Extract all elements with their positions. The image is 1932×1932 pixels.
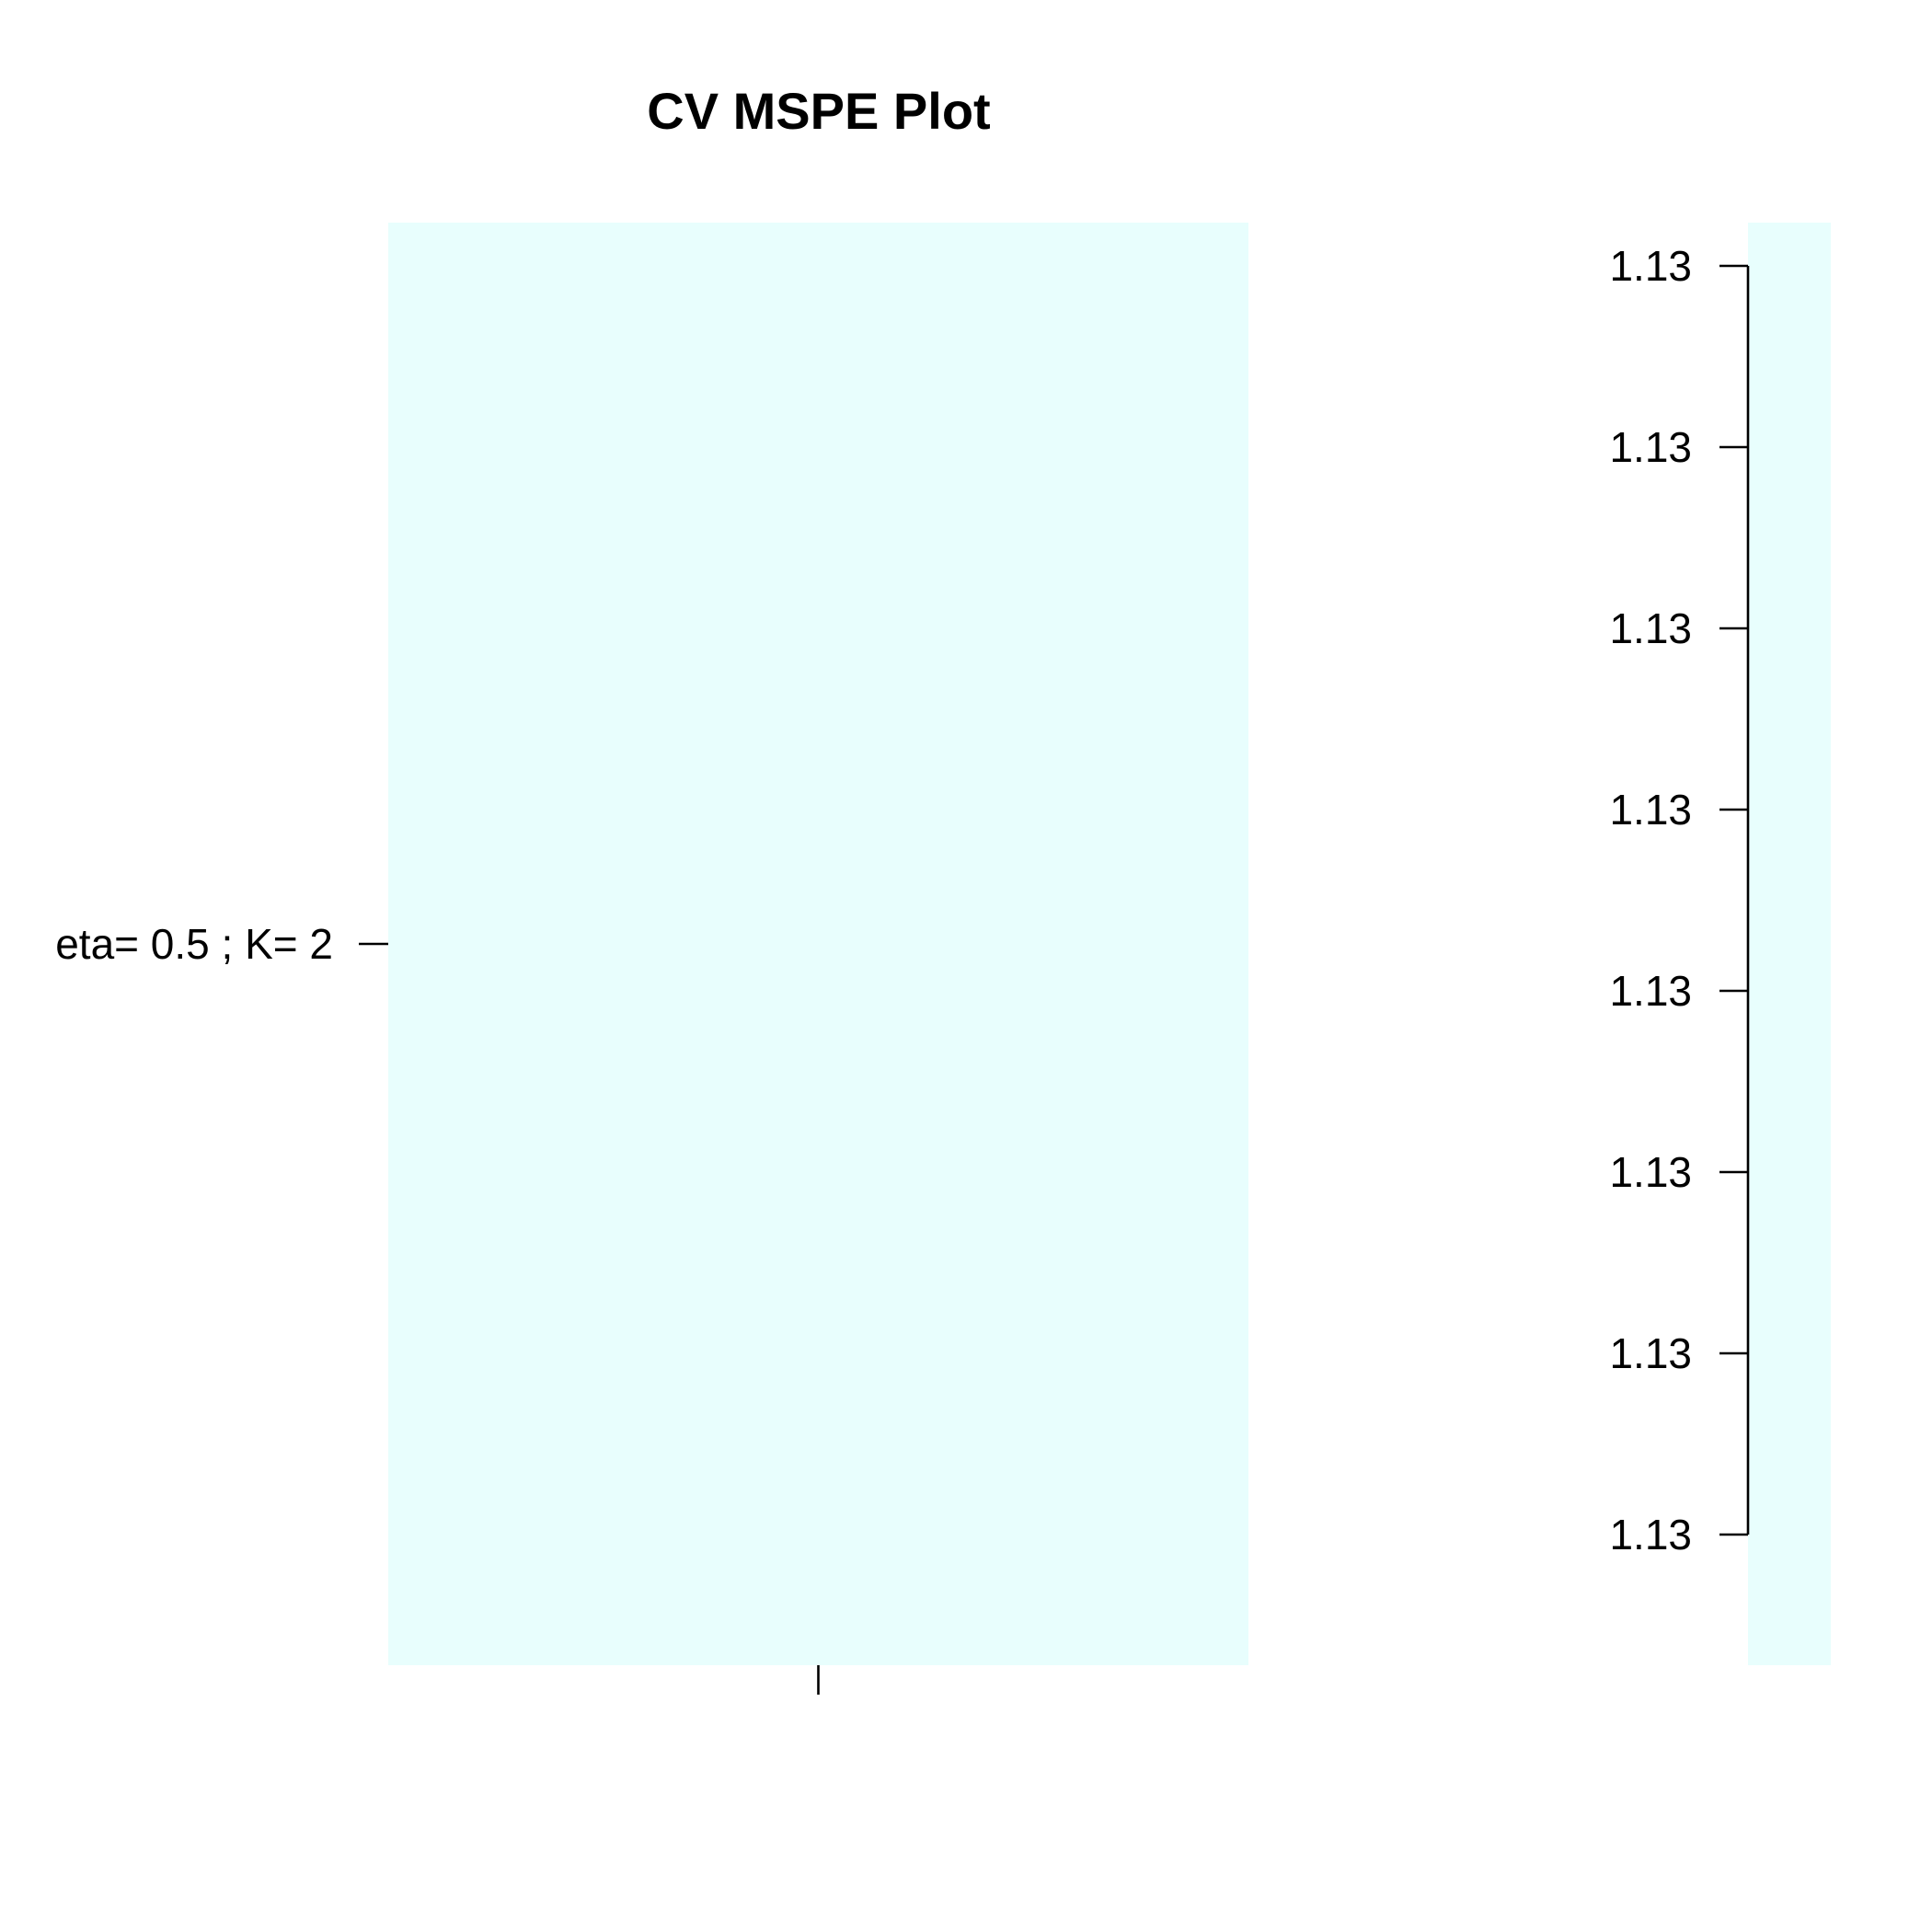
colorbar-tick-label: 1.13 <box>1609 1511 1692 1558</box>
colorbar-strip <box>1748 223 1831 1665</box>
y-tick-label: eta= 0.5 ; K= 2 <box>55 920 333 968</box>
colorbar-tick-label: 1.13 <box>1609 1148 1692 1196</box>
colorbar-tick-label: 1.13 <box>1609 604 1692 652</box>
colorbar-tick-label: 1.13 <box>1609 786 1692 834</box>
colorbar: 1.13 1.13 1.13 1.13 1.13 1.13 1.13 1.13 <box>1609 223 1831 1665</box>
chart-title: CV MSPE Plot <box>647 82 990 140</box>
heatmap-cell <box>388 223 1248 1665</box>
heatmap-panel: eta= 0.5 ; K= 2 <box>55 223 1248 1695</box>
colorbar-tick-label: 1.13 <box>1609 242 1692 290</box>
colorbar-tick-label: 1.13 <box>1609 423 1692 471</box>
colorbar-tick-label: 1.13 <box>1609 1329 1692 1377</box>
colorbar-tick-label: 1.13 <box>1609 967 1692 1015</box>
